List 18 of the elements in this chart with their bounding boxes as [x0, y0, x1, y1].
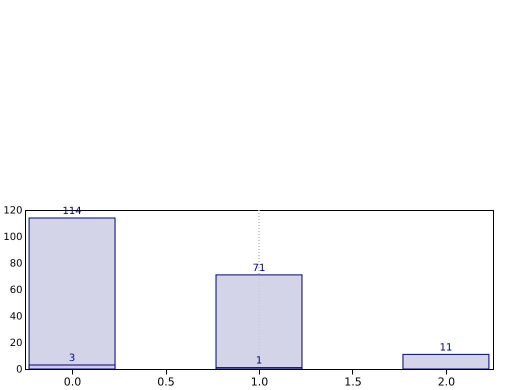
bar	[216, 274, 302, 369]
data-label: 11	[440, 342, 452, 354]
y-tick-label: 40	[10, 312, 22, 322]
x-tick-label: 1.5	[344, 376, 362, 388]
y-tick-label: 0	[16, 364, 22, 376]
y-tick-label: 100	[3, 232, 22, 243]
x-tick-label: 1.0	[250, 376, 268, 388]
data-label: 3	[68, 353, 76, 364]
x-tick-label: 0.0	[64, 376, 82, 388]
y-tick-label: 120	[3, 206, 22, 216]
y-tick-label: 20	[10, 338, 22, 349]
x-tick-label: 0.5	[157, 376, 175, 388]
x-tick-label: 2.0	[438, 376, 456, 388]
y-tick-label: 80	[10, 258, 22, 270]
y-tick-label: 60	[10, 285, 22, 296]
bar	[402, 354, 490, 369]
data-label: 71	[252, 262, 266, 274]
data-label: 1	[256, 356, 262, 367]
